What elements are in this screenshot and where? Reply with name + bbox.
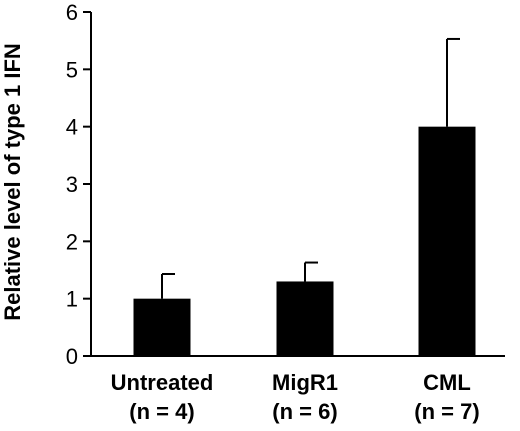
bars-group <box>133 126 476 357</box>
y-tick-label: 2 <box>66 229 78 254</box>
category-sublabel: (n = 4) <box>129 399 194 424</box>
y-tick-label: 3 <box>66 172 78 197</box>
category-label: CML <box>423 370 471 395</box>
y-axis-title: Relative level of type 1 IFN <box>0 43 25 321</box>
y-tick-label: 4 <box>66 115 78 140</box>
bar-untreated <box>133 298 191 356</box>
error-bars-group <box>161 37 460 299</box>
category-sublabel: (n = 6) <box>272 399 337 424</box>
category-sublabel: (n = 7) <box>414 399 479 424</box>
y-tick-label: 5 <box>66 57 78 82</box>
category-label: Untreated <box>111 370 214 395</box>
category-label: MigR1 <box>272 370 338 395</box>
bar-cml <box>418 126 476 357</box>
y-tick-label: 1 <box>66 287 78 312</box>
bar-migr1 <box>276 281 334 356</box>
y-tick-label: 0 <box>66 344 78 369</box>
category-labels: Untreated (n = 4) MigR1 (n = 6) CML (n = 7) <box>111 370 480 424</box>
y-axis: 0 1 2 3 4 5 6 <box>66 0 92 369</box>
y-tick-label: 6 <box>66 0 78 25</box>
